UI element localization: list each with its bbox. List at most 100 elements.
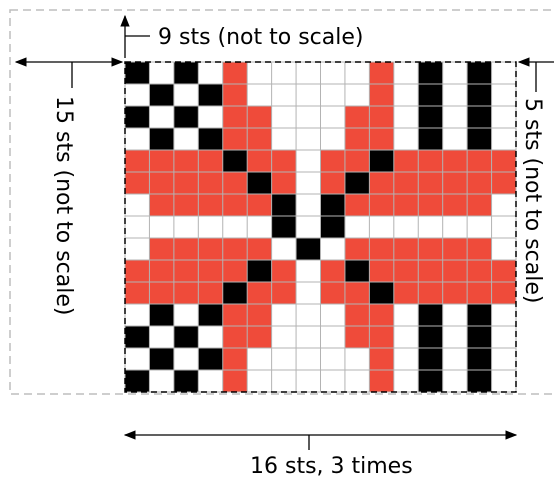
stitch-cell-white (271, 304, 297, 326)
stitch-cell-white (320, 84, 345, 106)
stitch-cell-white (491, 194, 516, 216)
stitch-cell-white (198, 326, 223, 348)
stitch-cell-white (173, 84, 199, 106)
stitch-cell-white (320, 370, 345, 392)
stitch-cell-black (149, 84, 174, 106)
stitch-cell-black (198, 84, 223, 106)
stitch-cell-red (271, 150, 297, 172)
stitch-cell-red (442, 260, 468, 282)
stitch-cell-black (369, 150, 394, 172)
stitch-cell-white (442, 304, 468, 326)
stitch-cell-red (344, 106, 370, 128)
stitch-cell-white (491, 84, 516, 106)
stitch-cell-black (320, 216, 345, 238)
stitch-cell-black (418, 84, 443, 106)
stitch-cell-red (418, 194, 443, 216)
stitch-cell-red (222, 62, 248, 84)
stitch-cell-red (491, 260, 516, 282)
stitch-cell-red (247, 128, 272, 150)
stitch-cell-black (149, 128, 174, 150)
stitch-cell-white (296, 106, 321, 128)
stitch-cell-red (344, 304, 370, 326)
stitch-cell-red (442, 282, 468, 304)
stitch-cell-red (222, 194, 248, 216)
stitch-cell-red (149, 194, 174, 216)
stitch-cell-white (125, 238, 150, 260)
stitch-cell-red (320, 172, 345, 194)
stitch-cell-red (222, 370, 248, 392)
stitch-cell-red (491, 282, 516, 304)
stitch-cell-red (393, 194, 419, 216)
stitch-cell-white (222, 216, 248, 238)
stitch-cell-black (271, 194, 297, 216)
stitch-cell-white (149, 62, 174, 84)
stitch-cell-white (271, 348, 297, 370)
stitch-cell-red (344, 238, 370, 260)
stitch-cell-white (320, 348, 345, 370)
stitch-cell-white (198, 370, 223, 392)
stitch-cell-black (418, 62, 443, 84)
stitch-cell-red (418, 238, 443, 260)
stitch-cell-red (467, 194, 492, 216)
chart-gridlines (124, 61, 517, 393)
stitch-cell-red (222, 348, 248, 370)
stitch-cell-red (369, 326, 394, 348)
stitch-cell-white (247, 216, 272, 238)
stitch-cell-white (442, 370, 468, 392)
stitch-cell-white (296, 260, 321, 282)
stitch-cell-black (222, 282, 248, 304)
stitch-cell-red (222, 128, 248, 150)
stitch-cell-white (491, 128, 516, 150)
stitch-cell-white (247, 84, 272, 106)
stitch-cell-white (442, 62, 468, 84)
stitch-cell-red (247, 326, 272, 348)
stitch-cell-white (296, 282, 321, 304)
stitch-cell-red (467, 238, 492, 260)
stitch-cell-white (491, 106, 516, 128)
stitch-cell-black (467, 304, 492, 326)
stitch-cell-black (344, 172, 370, 194)
stitch-cell-black (418, 106, 443, 128)
stitch-cell-red (247, 238, 272, 260)
stitch-cell-white (125, 304, 150, 326)
stitch-cell-white (442, 106, 468, 128)
stitch-cell-black (173, 106, 199, 128)
stitch-cell-red (125, 150, 150, 172)
stitch-cell-black (467, 128, 492, 150)
outer-repeat-boundary (9, 9, 556, 395)
stitch-cell-red (173, 150, 199, 172)
stitch-cell-red (418, 172, 443, 194)
stitch-cell-red (320, 150, 345, 172)
stitch-cell-red (125, 282, 150, 304)
stitch-cell-white (296, 370, 321, 392)
stitch-cell-white (296, 150, 321, 172)
stitch-cell-white (271, 326, 297, 348)
stitch-cell-white (149, 326, 174, 348)
stitch-cell-red (442, 150, 468, 172)
stitch-cell-red (467, 172, 492, 194)
stitch-cell-red (344, 326, 370, 348)
stitch-cell-black (296, 238, 321, 260)
stitch-cell-white (320, 238, 345, 260)
chart-boundary (124, 61, 517, 393)
stitch-cell-white (344, 84, 370, 106)
stitch-cell-red (222, 84, 248, 106)
stitch-cell-white (491, 238, 516, 260)
stitch-cell-white (393, 84, 419, 106)
stitch-cell-red (149, 172, 174, 194)
stitch-cell-white (491, 62, 516, 84)
stitch-cell-black (173, 62, 199, 84)
stitch-cell-white (393, 304, 419, 326)
stitch-cell-red (418, 150, 443, 172)
stitch-cell-white (125, 194, 150, 216)
stitch-cell-white (125, 128, 150, 150)
stitch-cell-red (369, 172, 394, 194)
stitch-cell-black (467, 62, 492, 84)
stitch-cell-black (198, 304, 223, 326)
stitch-cell-red (198, 238, 223, 260)
stitch-cell-white (393, 326, 419, 348)
stitch-cell-white (344, 62, 370, 84)
stitch-cell-white (442, 84, 468, 106)
bottom-dimension-label: 16 sts, 3 times (250, 454, 413, 479)
stitch-cell-black (271, 216, 297, 238)
